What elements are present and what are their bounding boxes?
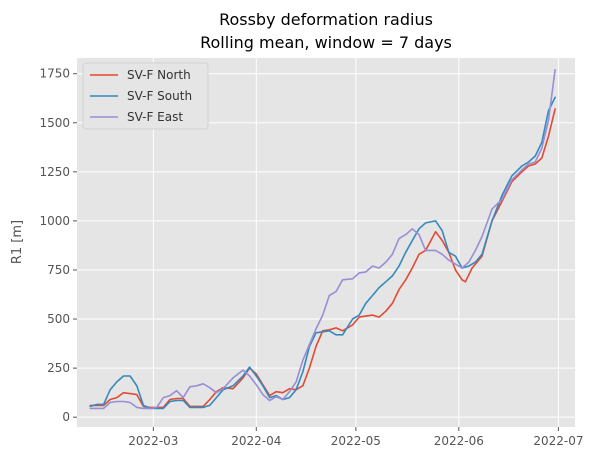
legend-label-0: SV-F North	[127, 68, 191, 82]
legend-label-2: SV-F East	[127, 110, 183, 124]
x-tick-label: 2022-04	[231, 434, 281, 448]
x-tick-label: 2022-05	[331, 434, 381, 448]
legend-box	[82, 62, 209, 130]
y-tick-label: 1000	[39, 214, 70, 228]
series-lines	[89, 69, 556, 410]
y-tick-label: 0	[62, 410, 70, 424]
x-tick-label: 2022-06	[434, 434, 484, 448]
y-tick-label: 750	[47, 263, 70, 277]
y-tick-label: 1250	[39, 165, 70, 179]
y-tick-label: 1500	[39, 116, 70, 130]
y-tick-label: 250	[47, 361, 70, 375]
legend-label-1: SV-F South	[127, 89, 192, 103]
x-tick-label: 2022-03	[128, 434, 178, 448]
y-tick-label: 500	[47, 312, 70, 326]
y-axis-ticks: 0 250 500 750 1000 1250 1500 1750	[39, 67, 77, 424]
grid-lines	[77, 58, 575, 427]
series-line-1	[89, 96, 556, 410]
y-tick-label: 1750	[39, 67, 70, 81]
series-line-2	[89, 69, 556, 410]
x-tick-label: 2022-07	[533, 434, 583, 448]
y-axis-label: R1 [m]	[10, 220, 25, 264]
x-axis-ticks: 2022-03 2022-04 2022-05 2022-06 2022-07	[128, 427, 583, 448]
legend: SV-F North SV-F South SV-F East	[82, 62, 209, 130]
chart-title-line2: Rolling mean, window = 7 days	[200, 33, 452, 52]
chart-title-line1: Rossby deformation radius	[219, 10, 433, 29]
